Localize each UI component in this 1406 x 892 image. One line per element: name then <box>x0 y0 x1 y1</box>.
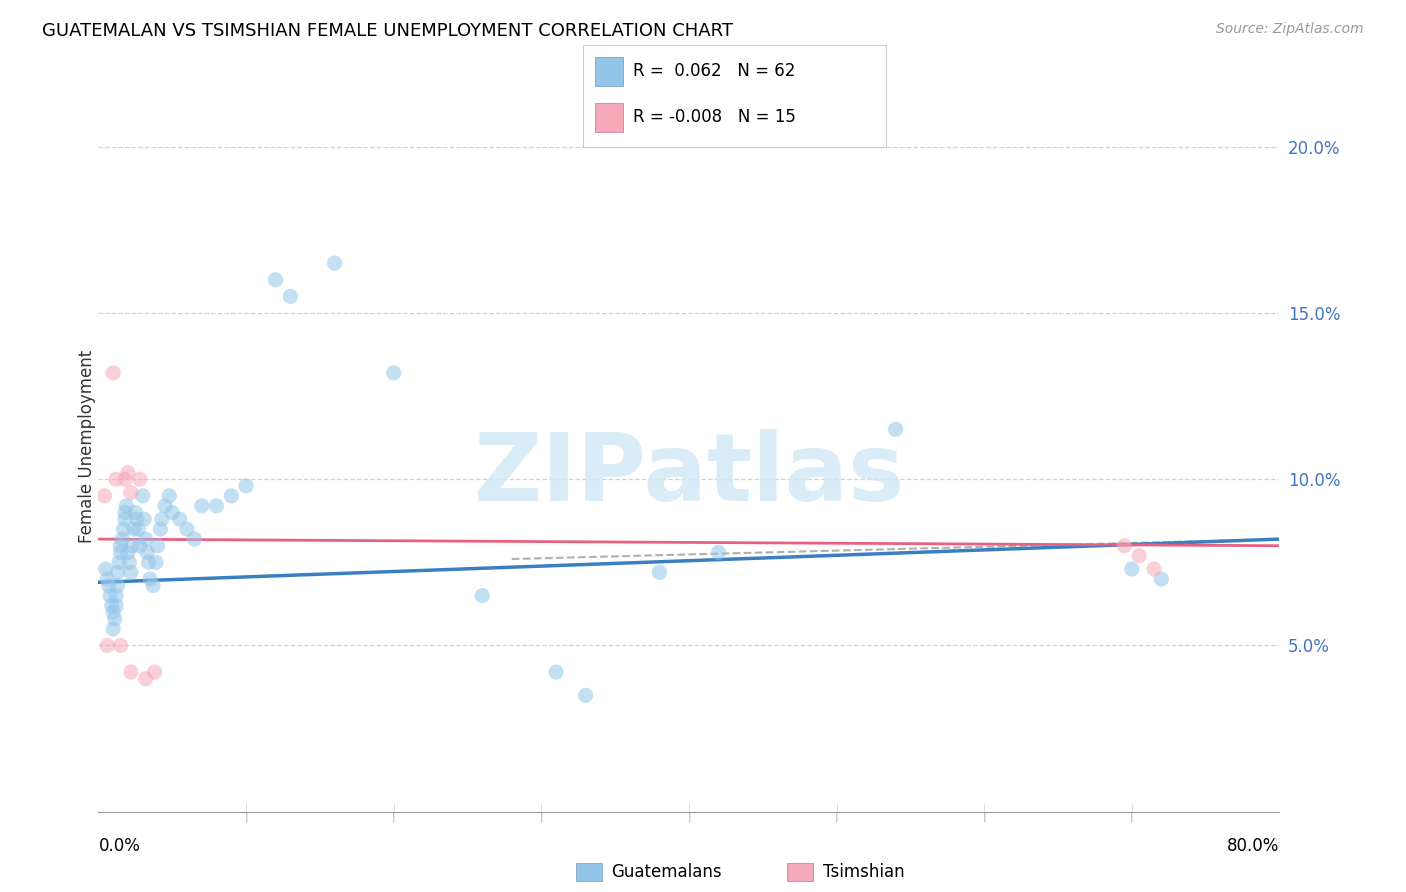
Point <box>235 479 257 493</box>
Point <box>157 489 180 503</box>
Text: |: | <box>245 812 247 822</box>
Point <box>96 639 118 653</box>
Point <box>112 522 135 536</box>
Point <box>382 366 405 380</box>
Point <box>115 499 138 513</box>
Text: R = -0.008   N = 15: R = -0.008 N = 15 <box>633 108 796 126</box>
Point <box>138 555 160 569</box>
Point <box>124 506 146 520</box>
Text: |: | <box>835 812 838 822</box>
Point <box>264 273 287 287</box>
Point <box>136 545 159 559</box>
Point <box>142 579 165 593</box>
Point <box>135 672 157 686</box>
Point <box>143 665 166 679</box>
Text: R =  0.062   N = 62: R = 0.062 N = 62 <box>633 62 794 79</box>
Point <box>96 572 118 586</box>
Point <box>97 579 120 593</box>
Point <box>1143 562 1166 576</box>
Point <box>108 555 131 569</box>
Point <box>191 499 214 513</box>
Point <box>707 545 730 559</box>
Point <box>110 545 132 559</box>
Point <box>117 545 139 559</box>
Point <box>205 499 228 513</box>
Point <box>145 555 167 569</box>
Point <box>114 506 136 520</box>
Point <box>574 689 596 703</box>
Point <box>323 256 346 270</box>
Point <box>176 522 198 536</box>
Point <box>103 605 125 619</box>
Point <box>219 489 242 503</box>
Point <box>169 512 191 526</box>
Point <box>648 566 671 580</box>
Point <box>104 612 127 626</box>
Point <box>105 472 128 486</box>
Point <box>1121 562 1143 576</box>
Point <box>117 466 139 480</box>
Point <box>120 566 142 580</box>
Point <box>94 562 117 576</box>
Text: 80.0%: 80.0% <box>1227 837 1279 855</box>
Point <box>100 599 122 613</box>
Point <box>121 539 143 553</box>
Point <box>134 512 156 526</box>
Point <box>146 539 169 553</box>
Point <box>114 512 136 526</box>
Text: |: | <box>688 812 690 822</box>
Point <box>122 522 145 536</box>
Point <box>128 472 150 486</box>
Point <box>93 489 115 503</box>
Point <box>118 555 141 569</box>
Text: Guatemalans: Guatemalans <box>612 863 723 881</box>
Point <box>183 532 205 546</box>
Point <box>105 599 128 613</box>
Point <box>1150 572 1173 586</box>
Point <box>127 522 149 536</box>
Point <box>546 665 568 679</box>
Point <box>111 532 134 546</box>
Point <box>107 579 129 593</box>
Point <box>471 589 494 603</box>
Point <box>884 422 907 436</box>
Point <box>120 665 142 679</box>
Point <box>128 539 150 553</box>
Text: |: | <box>1130 812 1133 822</box>
Point <box>1114 539 1136 553</box>
Point <box>98 589 121 603</box>
Point <box>139 572 162 586</box>
Text: |: | <box>983 812 986 822</box>
Point <box>162 506 183 520</box>
Text: GUATEMALAN VS TSIMSHIAN FEMALE UNEMPLOYMENT CORRELATION CHART: GUATEMALAN VS TSIMSHIAN FEMALE UNEMPLOYM… <box>42 22 733 40</box>
Text: Tsimshian: Tsimshian <box>823 863 904 881</box>
Point <box>103 366 125 380</box>
Point <box>135 532 157 546</box>
Text: ZIPatlas: ZIPatlas <box>474 429 904 521</box>
Point <box>278 289 302 303</box>
Point <box>125 512 148 526</box>
Point <box>1128 549 1150 563</box>
Text: Source: ZipAtlas.com: Source: ZipAtlas.com <box>1216 22 1364 37</box>
Y-axis label: Female Unemployment: Female Unemployment <box>79 350 96 542</box>
Point <box>150 512 173 526</box>
Point <box>110 539 132 553</box>
Text: |: | <box>392 812 395 822</box>
Point <box>107 566 129 580</box>
Point <box>153 499 176 513</box>
Point <box>110 639 132 653</box>
Point <box>114 472 136 486</box>
Point <box>103 622 125 636</box>
Text: 0.0%: 0.0% <box>98 837 141 855</box>
Point <box>132 489 155 503</box>
Point <box>149 522 172 536</box>
Point <box>120 485 142 500</box>
Point <box>105 589 128 603</box>
Text: |: | <box>540 812 543 822</box>
